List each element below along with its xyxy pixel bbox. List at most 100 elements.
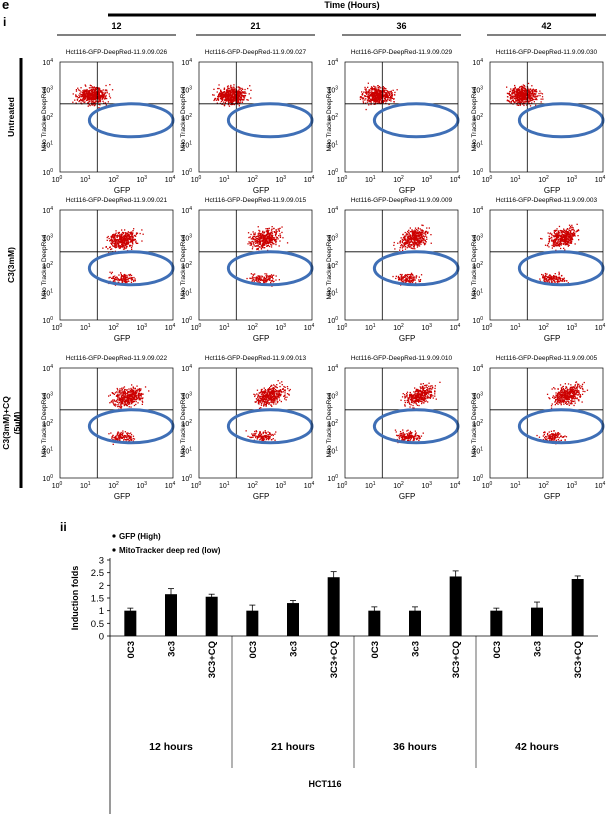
event-dot: [375, 86, 377, 88]
event-dot: [130, 391, 132, 394]
event-dot: [376, 100, 378, 102]
event-dot: [87, 98, 90, 100]
event-dot: [271, 236, 273, 239]
event-dot: [553, 235, 555, 237]
event-dot: [131, 439, 133, 441]
event-dot: [418, 244, 420, 246]
event-dot: [267, 228, 269, 230]
event-dot: [370, 87, 372, 90]
event-dot: [97, 87, 99, 89]
event-dot: [129, 277, 131, 279]
event-dot: [529, 98, 531, 101]
event-dot: [125, 232, 127, 234]
event-dot: [129, 245, 131, 247]
event-dot: [525, 98, 527, 100]
event-dot: [102, 93, 104, 95]
event-dot: [99, 97, 102, 99]
event-dot: [411, 247, 413, 249]
event-dot: [379, 98, 381, 101]
event-dot: [275, 231, 277, 233]
event-dot: [94, 104, 97, 106]
event-dot: [84, 101, 86, 103]
flow-panel: Hct116-GFP-DeepRed-11.9.09.0091001001011…: [326, 197, 461, 343]
event-dot: [115, 230, 117, 232]
event-dot: [262, 232, 264, 234]
event-dot: [273, 227, 275, 230]
event-dot: [130, 238, 132, 240]
y-tick-exp: 2: [335, 113, 338, 119]
x-tick-exp: 0: [60, 323, 63, 329]
event-dot: [123, 390, 125, 392]
event-dot: [379, 98, 381, 100]
event-dot: [367, 98, 369, 100]
event-dot: [130, 281, 133, 283]
event-dot: [377, 89, 380, 91]
event-dot: [411, 229, 413, 231]
event-dot: [415, 277, 417, 279]
x-tick-exp: 1: [88, 175, 91, 181]
event-dot: [106, 91, 108, 93]
event-dot: [508, 93, 510, 95]
event-dot: [121, 399, 123, 401]
x-tick-exp: 1: [227, 323, 230, 329]
event-dot: [521, 87, 523, 89]
event-dot: [134, 398, 136, 401]
event-dot: [131, 278, 134, 281]
event-dot: [409, 275, 412, 277]
event-dot: [231, 88, 234, 90]
event-dot: [404, 248, 407, 250]
event-dot: [119, 237, 121, 240]
event-dot: [234, 96, 236, 99]
event-dot: [412, 276, 414, 279]
event-dot: [542, 274, 544, 276]
x-tick-label: 100: [52, 323, 63, 332]
event-dot: [79, 89, 81, 92]
event-dot: [122, 387, 124, 389]
event-dot: [122, 401, 124, 403]
event-dot: [242, 99, 244, 101]
event-dot: [535, 95, 537, 97]
event-dot: [91, 86, 94, 88]
event-dot: [119, 246, 121, 248]
event-dot: [121, 433, 123, 436]
event-dot: [279, 233, 281, 235]
event-dot: [98, 94, 101, 96]
event-dot: [404, 243, 407, 245]
event-dot: [515, 97, 517, 99]
event-dot: [411, 273, 414, 276]
event-dot: [222, 93, 224, 95]
event-dot: [268, 239, 270, 242]
event-dot: [524, 90, 526, 93]
event-dot: [519, 94, 521, 97]
event-dot: [86, 99, 89, 101]
event-dot: [408, 237, 410, 240]
event-dot: [561, 237, 564, 239]
y-tick-exp: 4: [335, 206, 338, 212]
event-dot: [264, 279, 267, 281]
event-dot: [271, 228, 273, 230]
event-dot: [372, 88, 374, 90]
event-dot: [539, 280, 541, 282]
event-dot: [81, 99, 83, 102]
event-dot: [265, 243, 268, 245]
event-dot: [98, 88, 100, 91]
event-dot: [124, 274, 127, 276]
event-dot: [412, 275, 414, 277]
event-dot: [389, 91, 391, 93]
event-dot: [548, 240, 551, 242]
event-dot: [513, 91, 516, 93]
event-dot: [111, 392, 113, 394]
event-dot: [131, 248, 133, 250]
event-dot: [409, 235, 411, 237]
event-dot: [115, 246, 117, 248]
event-dot: [567, 236, 569, 238]
event-dot: [418, 241, 420, 244]
event-dot: [110, 239, 112, 242]
event-dot: [263, 237, 266, 240]
event-dot: [216, 102, 218, 104]
event-dot: [524, 96, 526, 98]
event-dot: [572, 232, 574, 235]
event-dot: [141, 240, 143, 242]
event-dot: [262, 234, 264, 236]
event-dot: [279, 393, 281, 395]
